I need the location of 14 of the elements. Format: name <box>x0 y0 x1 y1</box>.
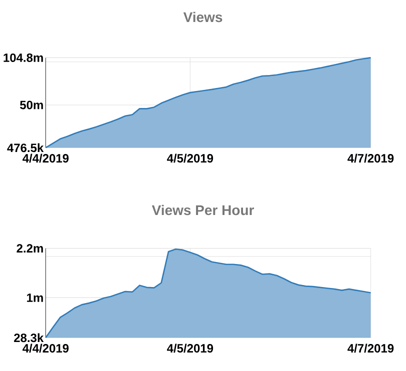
chart-title: Views Per Hour <box>152 204 254 216</box>
y-tick-label: 2.2m <box>16 244 43 252</box>
x-tick-label: 4/4/2019 <box>22 154 69 163</box>
x-tick-label: 4/7/2019 <box>348 344 394 353</box>
y-tick-label: 28.3k <box>14 333 44 342</box>
x-tick-label: 4/4/2019 <box>22 344 69 353</box>
y-tick-label: 1m <box>27 294 43 302</box>
y-tick-label: 50m <box>20 100 43 110</box>
y-tick-label: 104.8m <box>4 53 43 62</box>
y-tick-label: 476.5k <box>7 143 44 152</box>
chart-title: Views <box>183 12 222 22</box>
x-tick-label: 4/5/2019 <box>166 154 214 163</box>
x-tick-label: 4/7/2019 <box>348 154 394 163</box>
x-tick-label: 4/5/2019 <box>166 344 214 353</box>
